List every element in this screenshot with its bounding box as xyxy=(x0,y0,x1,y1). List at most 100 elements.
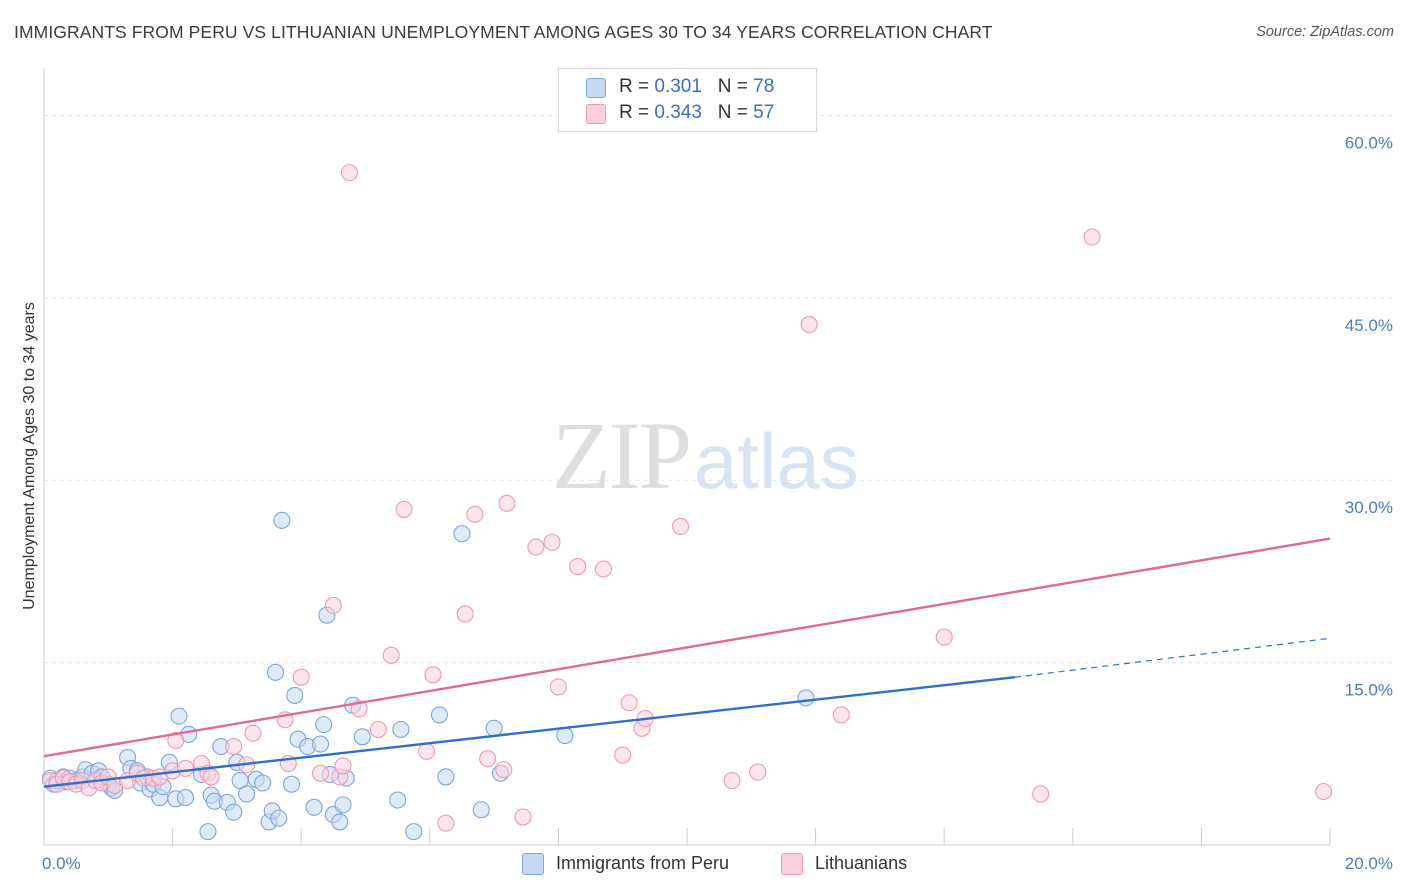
peru-point xyxy=(199,823,217,841)
peru-point xyxy=(392,720,410,739)
peru-trend-line xyxy=(43,676,1016,788)
peru-point xyxy=(430,706,448,724)
peru-point xyxy=(556,727,574,745)
peru-point xyxy=(283,775,301,793)
trend-lines xyxy=(43,537,1331,788)
lithuanian-point xyxy=(1083,228,1101,246)
peru-point xyxy=(331,813,349,831)
lithuanian-point xyxy=(569,558,587,576)
chart-title: IMMIGRANTS FROM PERU VS LITHUANIAN UNEMP… xyxy=(14,22,993,42)
lithuanian-point xyxy=(594,560,612,578)
r-label: R = xyxy=(619,102,650,123)
legend-label-peru: Immigrants from Peru xyxy=(556,853,730,873)
peru-point xyxy=(405,823,423,841)
lithuanian-point xyxy=(167,731,185,749)
tick-labels: 15.0% 30.0% 45.0% 60.0% 0.0% 20.0% xyxy=(42,133,1393,873)
lithuanian-point xyxy=(543,533,561,551)
lithuanian-point xyxy=(311,764,330,782)
lithuanian-point xyxy=(495,761,513,779)
peru-point xyxy=(797,689,815,707)
source-label: Source: ZipAtlas.com xyxy=(1256,24,1394,40)
lithuanian-point xyxy=(350,700,368,718)
lithuanian-point xyxy=(418,742,436,760)
lithuanian-point xyxy=(340,164,358,182)
x-axis-ticks xyxy=(43,828,1331,845)
peru-point xyxy=(389,791,407,809)
watermark-atlas: atlas xyxy=(694,417,859,505)
n-label: N = xyxy=(717,76,748,97)
y-tick-label: 45.0% xyxy=(1345,316,1393,335)
lithuanian-point xyxy=(498,494,516,512)
data-points xyxy=(41,164,1333,841)
lithuanian-point xyxy=(1315,782,1333,801)
peru-r-value: 0.301 xyxy=(654,76,702,97)
legend-swatch-peru xyxy=(522,853,544,875)
x-tick-label: 0.0% xyxy=(42,854,81,873)
y-tick-label: 30.0% xyxy=(1345,498,1393,517)
lithuanians-swatch xyxy=(586,104,606,124)
peru-point xyxy=(311,735,330,753)
lithuanian-point xyxy=(369,720,387,739)
n-label: N = xyxy=(717,102,748,123)
lithuanian-point xyxy=(382,646,400,664)
peru-point xyxy=(437,768,455,786)
stats-legend: R = 0.301 N = 78 R = 0.343 N = 57 xyxy=(558,68,817,132)
lithuanian-point xyxy=(614,746,632,764)
lithuanian-point xyxy=(1032,785,1050,803)
watermark-zip: ZIP xyxy=(552,402,692,509)
peru-point xyxy=(225,803,243,821)
x-tick-label: 20.0% xyxy=(1345,854,1393,873)
peru-swatch xyxy=(586,78,606,98)
peru-point xyxy=(266,663,285,681)
lithuanian-point xyxy=(527,538,545,556)
lithuanian-point xyxy=(723,772,741,790)
lithuanian-point xyxy=(832,706,850,724)
lithuanian-point xyxy=(176,759,195,777)
lithuanian-point xyxy=(395,500,413,518)
peru-point xyxy=(254,774,272,792)
peru-point xyxy=(485,719,503,737)
y-tick-label: 15.0% xyxy=(1345,681,1393,700)
watermark: ZIPatlas xyxy=(552,400,859,511)
peru-point xyxy=(273,511,291,529)
lithuanian-point xyxy=(749,763,767,781)
lithuanian-trend-line xyxy=(43,537,1331,758)
peru-point xyxy=(453,525,471,543)
peru-point xyxy=(353,728,371,746)
peru-point xyxy=(170,707,188,725)
lithuanian-point xyxy=(514,808,532,826)
lithuanian-point xyxy=(935,628,953,646)
lithuanian-point xyxy=(424,666,442,684)
peru-n-value: 78 xyxy=(753,76,775,97)
legend-label-lithuanians: Lithuanians xyxy=(815,853,908,873)
lithuanians-n-value: 57 xyxy=(753,102,775,123)
lithuanians-r-value: 0.343 xyxy=(654,102,702,123)
lithuanian-point xyxy=(549,678,567,696)
peru-point xyxy=(334,796,352,814)
axes xyxy=(43,68,1330,846)
lithuanian-point xyxy=(292,668,310,686)
lithuanian-point xyxy=(437,814,455,832)
lithuanian-point xyxy=(479,750,497,768)
peru-point xyxy=(237,785,256,803)
peru-point xyxy=(270,809,288,827)
lithuanian-point xyxy=(244,724,262,742)
lithuanian-point xyxy=(800,316,818,334)
lithuanian-point xyxy=(225,737,243,756)
grid-lines xyxy=(44,114,1394,664)
y-tick-label: 60.0% xyxy=(1345,133,1393,152)
legend-swatch-lithuanians xyxy=(781,853,803,875)
series-legend: Immigrants from Peru Lithuanians xyxy=(0,852,1406,876)
lithuanian-point xyxy=(672,517,690,535)
peru-point xyxy=(286,686,304,704)
lithuanian-point xyxy=(620,694,638,712)
peru-point xyxy=(305,798,323,816)
lithuanian-point xyxy=(466,505,484,523)
peru-trend-extension xyxy=(1014,637,1331,678)
peru-point xyxy=(472,801,490,819)
lithuanian-point xyxy=(334,757,352,775)
lithuanian-point xyxy=(202,768,220,786)
peru-point xyxy=(315,716,333,734)
lithuanian-point xyxy=(324,596,342,615)
